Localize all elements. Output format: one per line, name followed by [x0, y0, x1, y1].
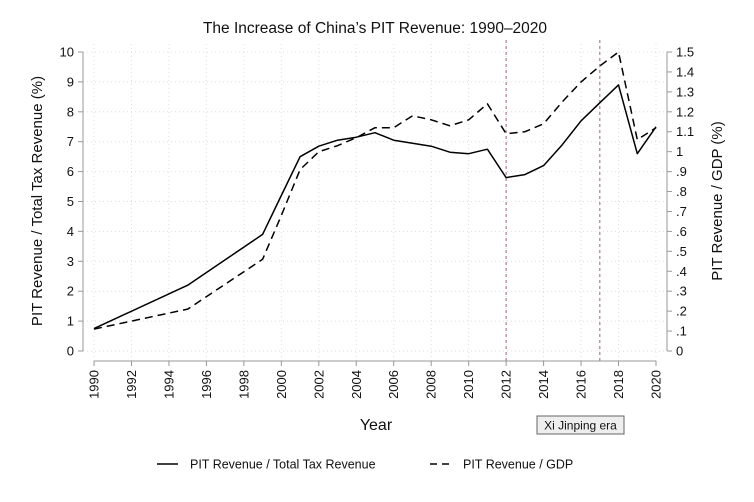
series-group [93, 51, 657, 330]
x-tick-label: 2004 [349, 370, 364, 399]
legend: PIT Revenue / Total Tax Revenue PIT Reve… [157, 458, 573, 472]
y2-tick-label: 1.4 [676, 64, 694, 79]
y-axis-label: PIT Revenue / Total Tax Revenue (%) [29, 76, 46, 326]
y-tick-label: 3 [67, 254, 74, 269]
legend-label-2: PIT Revenue / GDP [463, 458, 573, 472]
y-tick-label: 6 [67, 164, 74, 179]
x-tick-label: 2010 [461, 370, 476, 399]
y-tick-label: 10 [60, 45, 74, 60]
y-tick-label: 8 [67, 104, 74, 119]
y2-tick-label: 1.1 [676, 124, 694, 139]
y2-tick-label: 1.5 [676, 45, 694, 60]
reference-lines [505, 40, 601, 361]
x-tick-label: 2002 [311, 370, 326, 399]
y2-tick-label: 0 [676, 344, 683, 359]
y-tick-label: 5 [67, 194, 74, 209]
annotation-text: Xi Jinping era [544, 419, 617, 433]
y2-tick-label: 1.3 [676, 84, 694, 99]
y2-tick-label: 1 [676, 144, 683, 159]
x-tick-label: 1994 [161, 370, 176, 399]
x-tick-label: 1996 [199, 370, 214, 399]
y2-axis-label: PIT Revenue / GDP (%) [709, 121, 726, 281]
y2-tick-label: .6 [676, 224, 687, 239]
y2-tick-label: .8 [676, 184, 687, 199]
x-tick-label: 2020 [649, 370, 664, 399]
x-tick-label: 2006 [386, 370, 401, 399]
chart-title: The Increase of China’s PIT Revenue: 199… [203, 20, 547, 37]
y-tick-label: 2 [67, 284, 74, 299]
x-tick-label: 2012 [499, 370, 514, 399]
y2-tick-label: .1 [676, 324, 687, 339]
y-tick-label: 1 [67, 314, 74, 329]
y-tick-label: 9 [67, 74, 74, 89]
series-line-1 [93, 84, 657, 330]
y-tick-label: 4 [67, 224, 74, 239]
y2-tick-label: .5 [676, 244, 687, 259]
axes: 0 1 2 3 4 5 6 7 8 9 10 0 .1 .2 .3 .4 .5 .6 .7 .8 .9 1 1.1 1.2 1.… [60, 45, 695, 399]
y2-tick-label: .7 [676, 204, 687, 219]
y2-tick-label: .3 [676, 284, 687, 299]
x-tick-label: 2016 [574, 370, 589, 399]
x-tick-label: 2018 [611, 370, 626, 399]
y2-tick-label: .4 [676, 264, 687, 279]
series-line-2 [93, 51, 657, 330]
x-tick-label: 1992 [124, 370, 139, 399]
x-tick-label: 2000 [274, 370, 289, 399]
x-tick-label: 2008 [424, 370, 439, 399]
y2-tick-label: .9 [676, 164, 687, 179]
y-tick-label: 7 [67, 134, 74, 149]
x-tick-label: 1998 [236, 370, 251, 399]
x-tick-label: 2014 [536, 370, 551, 399]
x-axis-label: Year [360, 417, 393, 434]
annotation-box: Xi Jinping era [536, 415, 625, 435]
y2-tick-label: 1.2 [676, 104, 694, 119]
legend-label-1: PIT Revenue / Total Tax Revenue [190, 458, 376, 472]
x-tick-label: 1990 [87, 370, 102, 399]
y2-tick-label: .2 [676, 304, 687, 319]
y-tick-label: 0 [67, 344, 74, 359]
